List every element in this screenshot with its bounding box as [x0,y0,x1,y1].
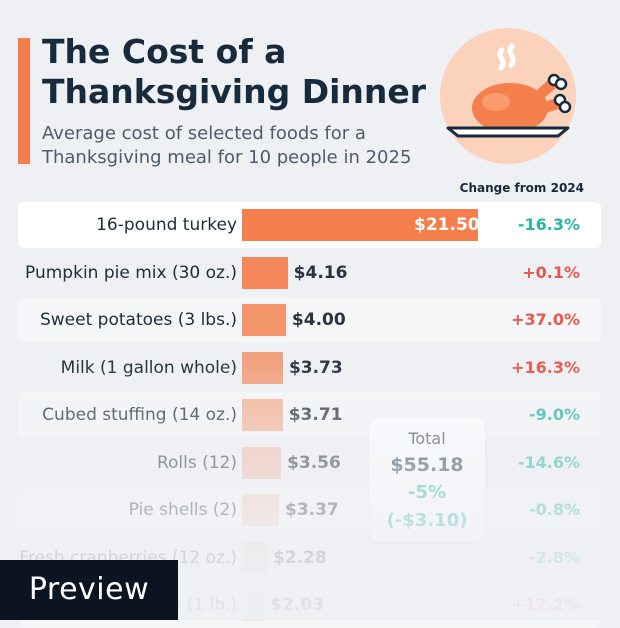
bar-value-label: $2.28 [273,547,327,568]
bar-value-label: $3.71 [288,405,343,425]
page-subtitle: Average cost of selected foods for a Tha… [42,123,412,168]
bar-value-label: $3.73 [288,357,343,378]
bar-value-label: $21.50 [414,215,480,235]
total-change-absolute: (-$3.10) [386,510,468,531]
change-value-label: +0.1% [522,262,580,282]
bar-value-label: $3.37 [284,500,339,520]
roast-turkey-icon [440,28,576,164]
steam-icon [497,43,516,71]
change-value-label: +37.0% [511,310,580,329]
change-value-label: -9.0% [528,405,580,424]
category-label: Pumpkin pie mix (30 oz.) [25,262,237,283]
change-value-label: -16.3% [517,215,580,234]
category-label: Rolls (12) [156,452,237,473]
bar [242,589,265,621]
category-label: Cubed stuffing (14 oz.) [42,405,237,425]
bar-value-label: $4.16 [293,262,348,283]
row-background [18,297,601,343]
change-value-label: -0.8% [528,500,580,519]
change-value-label: -2.8% [528,547,580,567]
turkey-highlight-icon [482,93,510,111]
bar [242,256,288,289]
category-label: Sweet potatoes (3 lbs.) [39,310,237,330]
bar-value-label: $3.56 [287,452,341,473]
bar [242,304,286,336]
total-summary-card: Total $55.18 -5% (-$3.10) [369,418,485,542]
total-value: $55.18 [390,454,464,476]
bar [242,446,282,479]
total-change-percent: -5% [407,482,447,503]
bar [242,351,283,384]
bar [242,541,268,574]
total-label: Total [408,429,446,448]
bar-value-label: $2.03 [270,595,325,615]
page-title: The Cost of a Thanksgiving Dinner [42,32,427,111]
change-value-label: -14.6% [517,452,580,472]
bar [242,494,279,526]
category-label: Milk (1 gallon whole) [60,357,237,378]
preview-badge: Preview [0,560,178,620]
bar [242,399,283,431]
bar [242,209,478,241]
category-label: Pie shells (2) [128,500,237,520]
title-accent-bar [18,38,30,164]
bar-value-label: $4.00 [291,310,346,330]
platter-icon [446,126,570,138]
change-value-label: +17.2% [511,595,580,614]
change-value-label: +16.3% [511,357,580,377]
bar-chart: 16-pound turkey $21.50 -16.3% Pumpkin pie m… [0,198,620,628]
change-column-header: Change from 2024 [459,181,584,195]
category-label: 16-pound turkey [96,215,237,235]
